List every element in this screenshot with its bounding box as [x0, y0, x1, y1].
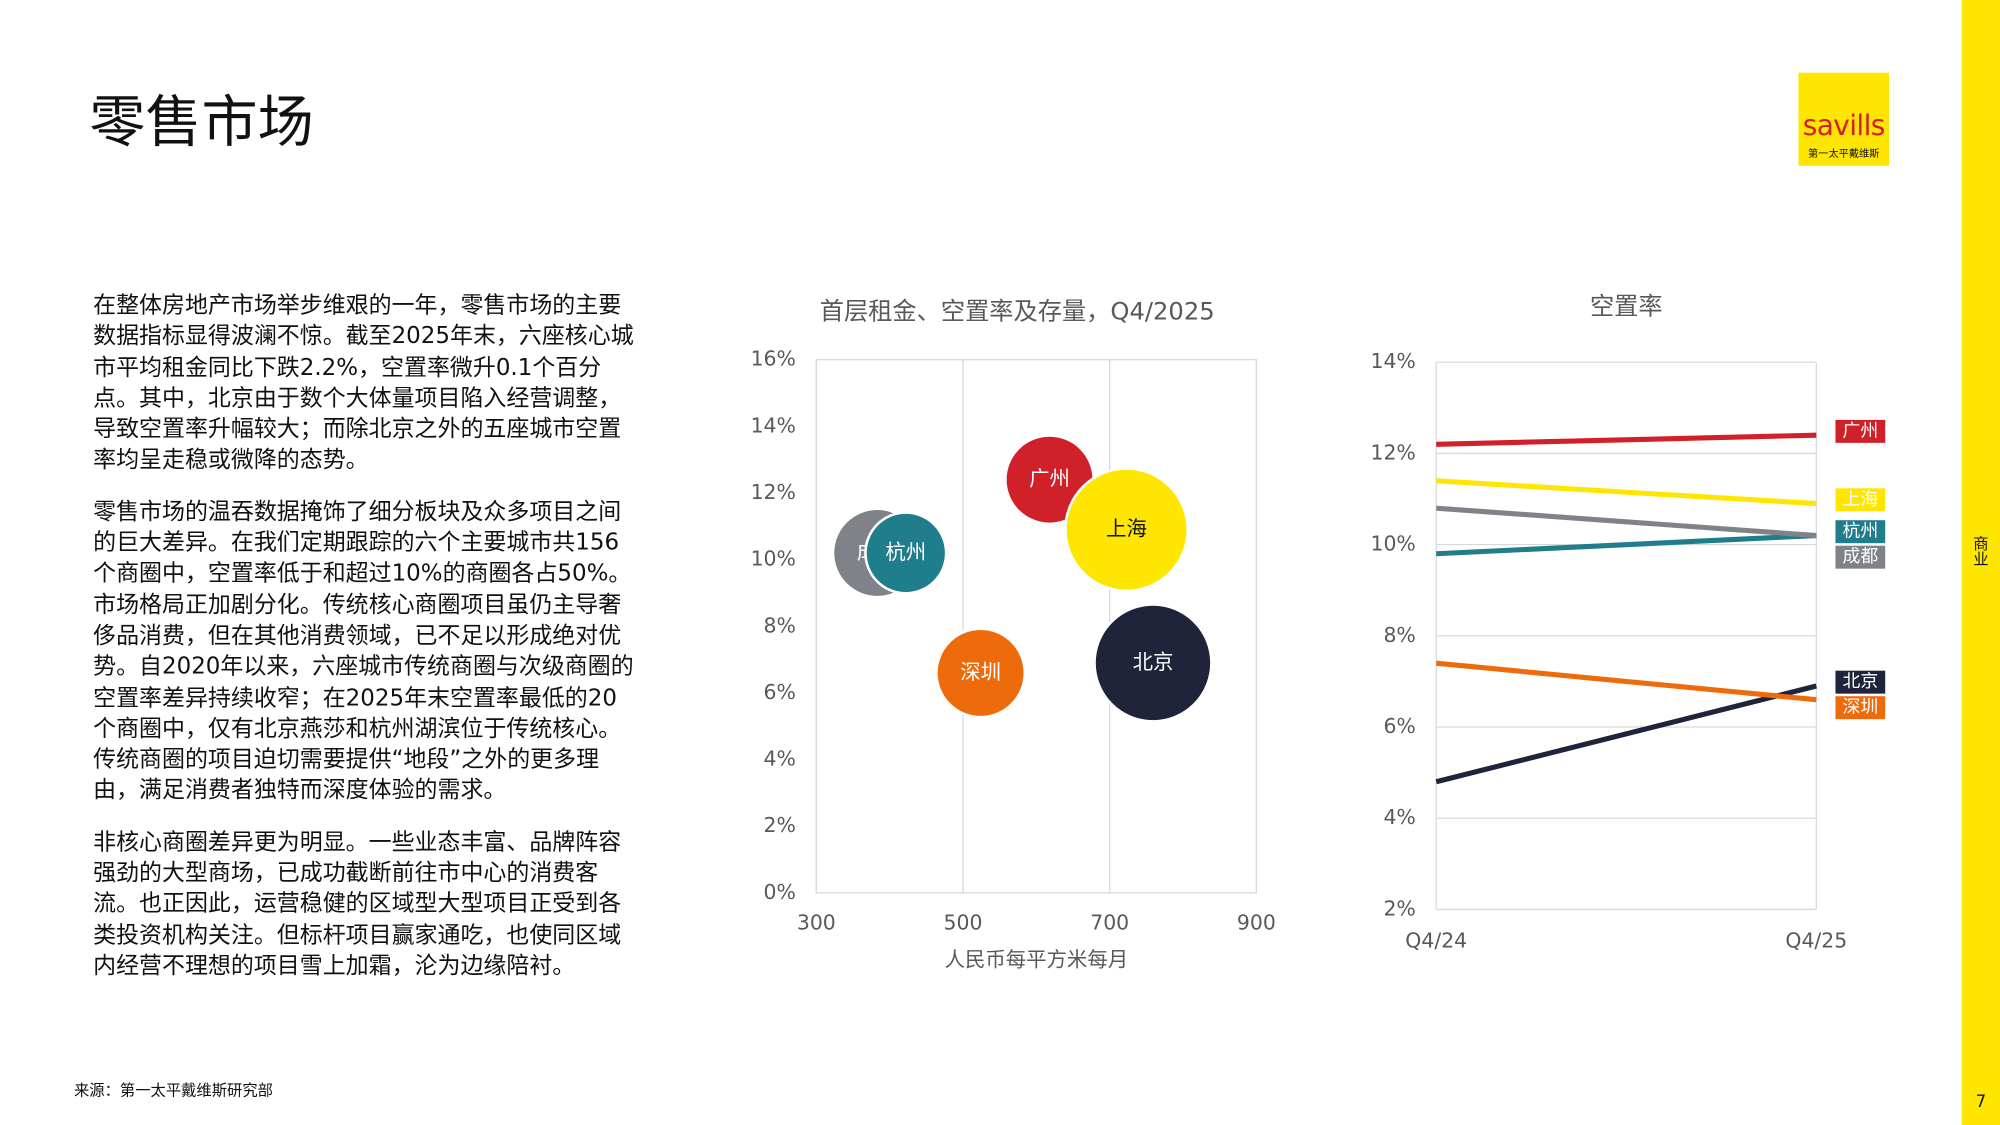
- y-tick-label: 16%: [751, 347, 796, 371]
- y-tick-label: 6%: [1383, 714, 1415, 738]
- y-tick-label: 0%: [764, 880, 796, 904]
- bubble: [1064, 467, 1190, 593]
- y-tick-label: 4%: [764, 747, 796, 771]
- series-line: [1436, 478, 1817, 507]
- legend-label: 成都: [1842, 546, 1878, 567]
- x-tick-label: Q4/25: [1785, 928, 1847, 952]
- legend-label: 杭州: [1842, 521, 1878, 542]
- bubble-label: 杭州: [885, 540, 926, 564]
- legend-label: 广州: [1842, 420, 1878, 441]
- x-tick-label: 900: [1237, 910, 1276, 934]
- legend-swatch: [1835, 670, 1886, 694]
- y-tick-label: 14%: [1370, 349, 1415, 373]
- legend-swatch: [1835, 696, 1886, 720]
- x-tick-label: 500: [944, 910, 983, 934]
- y-tick-label: 2%: [1383, 896, 1415, 920]
- y-tick-label: 6%: [764, 680, 796, 704]
- legend-label: 深圳: [1842, 697, 1878, 718]
- source-note: 来源：第一太平戴维斯研究部: [73, 1081, 273, 1100]
- x-tick-label: Q4/24: [1405, 928, 1467, 952]
- bubble: [864, 511, 948, 595]
- legend-swatch: [1835, 545, 1886, 569]
- legend-label: 北京: [1842, 671, 1878, 692]
- legend-swatch: [1835, 520, 1886, 544]
- y-tick-label: 4%: [1383, 805, 1415, 829]
- series-line: [1435, 660, 1817, 703]
- logo: savills 第一太平戴维斯: [1798, 72, 1890, 166]
- logo-brand: savills: [1802, 110, 1886, 143]
- section-label: 商业: [1971, 535, 1990, 567]
- y-tick-label: 10%: [751, 547, 796, 571]
- bubble: [935, 627, 1027, 719]
- series-line: [1436, 432, 1817, 447]
- y-tick-label: 8%: [764, 613, 796, 637]
- sidebar: [1961, 0, 2000, 1125]
- legend-label: 上海: [1842, 489, 1878, 510]
- y-tick-label: 12%: [1370, 440, 1415, 464]
- page-number: 7: [1975, 1093, 1987, 1113]
- page-title: 零售市场: [89, 90, 314, 156]
- y-tick-label: 12%: [751, 480, 796, 504]
- series-line: [1435, 683, 1817, 785]
- chart-title: 空置率: [1590, 292, 1663, 320]
- logo-subtitle: 第一太平戴维斯: [1808, 147, 1880, 160]
- y-tick-label: 8%: [1383, 623, 1415, 647]
- bubble-label: 广州: [1029, 467, 1070, 491]
- chart-title: 首层租金、空置率及存量，Q4/2025: [820, 297, 1215, 325]
- legend-swatch: [1835, 488, 1886, 512]
- bubble-label: 深圳: [960, 660, 1001, 684]
- y-tick-label: 14%: [751, 413, 796, 437]
- paragraph: 零售市场的温吞数据掩饰了细分板块及众多项目之间的巨大差异。在我们定期跟踪的六个主…: [93, 498, 634, 805]
- series-line: [1436, 532, 1817, 557]
- bubble-label: 上海: [1106, 517, 1147, 541]
- body-text: 在整体房地产市场举步维艰的一年，零售市场的主要数据指标显得波澜不惊。截至2025…: [93, 291, 635, 1003]
- series-line: [1436, 505, 1817, 539]
- y-tick-label: 10%: [1370, 532, 1415, 556]
- bubble: [1093, 603, 1213, 723]
- bubble-label: 北京: [1133, 650, 1174, 674]
- x-tick-label: 700: [1090, 910, 1129, 934]
- x-tick-label: 300: [797, 910, 836, 934]
- x-axis-label: 人民币每平方米每月: [945, 947, 1129, 971]
- legend-swatch: [1835, 419, 1886, 443]
- paragraph: 非核心商圈差异更为明显。一些业态丰富、品牌阵容强劲的大型商场，已成功截断前往市中…: [93, 828, 622, 980]
- y-tick-label: 2%: [764, 813, 796, 837]
- paragraph: 在整体房地产市场举步维艰的一年，零售市场的主要数据指标显得波澜不惊。截至2025…: [93, 292, 634, 474]
